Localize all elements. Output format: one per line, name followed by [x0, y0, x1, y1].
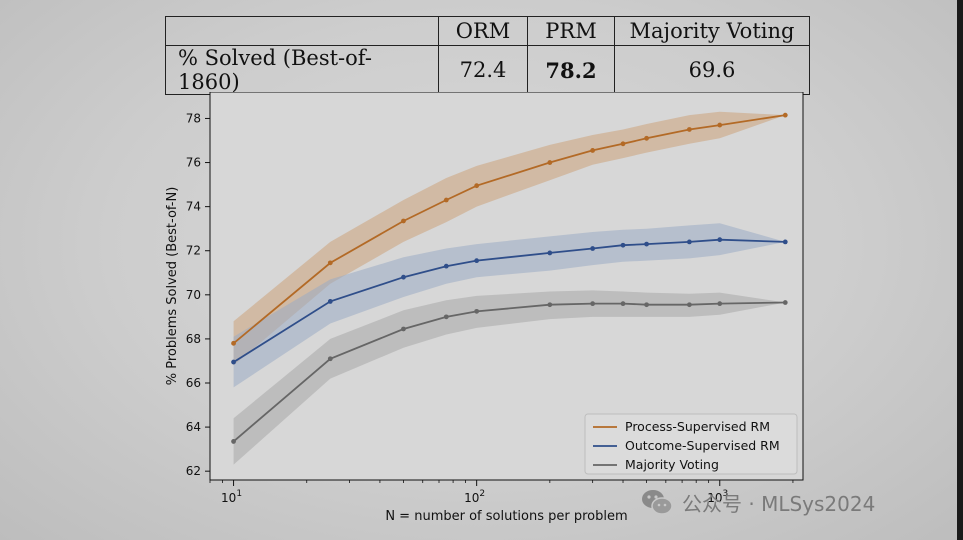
summary-table: ORM PRM Majority Voting % Solved (Best-o…	[165, 16, 810, 95]
confidence-band-0	[233, 111, 786, 366]
data-point-1-10	[717, 237, 723, 243]
data-point-2-8	[644, 302, 649, 308]
series-line-0	[233, 114, 786, 344]
y-tick-label-5: 72	[186, 244, 201, 258]
data-point-1-0	[231, 359, 236, 365]
series-line-2	[233, 301, 786, 443]
data-point-1-11	[782, 239, 788, 245]
data-point-2-5	[547, 302, 553, 308]
data-point-1-3	[443, 263, 449, 269]
data-point-1-6	[590, 246, 596, 251]
data-point-1-2	[401, 274, 406, 280]
summary-header-row: ORM PRM Majority Voting	[165, 16, 810, 46]
best-of-n-chart: 62 64 66 68 70 72 74 76 78 101 102 103 N = number of…	[160, 91, 810, 532]
summary-header-majority: Majority Voting	[614, 16, 810, 46]
summary-value-majority: 69.6	[614, 45, 810, 95]
x-tick-label-2: 103	[707, 489, 728, 505]
data-point-2-7	[620, 301, 626, 307]
legend-box	[584, 413, 798, 475]
summary-value-orm: 72.4	[438, 45, 528, 95]
summary-header-orm: ORM	[438, 16, 528, 46]
x-axis-label: N = number of solutions per problem	[385, 509, 627, 524]
x-tick-label-0: 101	[221, 489, 242, 505]
y-tick-label-4: 70	[186, 288, 201, 302]
plot-frame	[209, 91, 804, 481]
data-point-1-9	[686, 239, 692, 245]
data-point-1-1	[327, 299, 333, 304]
summary-header-prm: PRM	[527, 16, 615, 46]
data-point-0-1	[327, 260, 333, 266]
y-tick-label-0: 62	[186, 464, 201, 478]
watermark: 公众号 · MLSys2024	[640, 484, 875, 520]
watermark-text: 公众号 · MLSys2024	[682, 491, 876, 516]
summary-value-prm: 78.2	[527, 45, 615, 95]
data-point-2-9	[686, 302, 692, 308]
data-point-2-0	[231, 439, 236, 444]
data-point-2-6	[590, 301, 596, 307]
data-point-0-9	[686, 127, 692, 132]
y-tick-label-6: 74	[186, 200, 201, 214]
data-point-0-5	[547, 160, 553, 165]
data-point-0-4	[474, 183, 480, 189]
data-point-0-2	[401, 218, 406, 224]
summary-header-empty	[165, 16, 439, 46]
data-point-0-0	[231, 340, 236, 346]
data-point-1-4	[474, 258, 480, 264]
data-point-0-3	[443, 197, 449, 203]
series-line-1	[233, 238, 786, 363]
window-edge	[957, 0, 963, 540]
legend-label-2: Majority Voting	[625, 457, 719, 472]
data-point-2-10	[717, 301, 723, 307]
data-point-0-7	[620, 141, 626, 147]
data-point-0-6	[590, 148, 596, 153]
data-point-2-1	[327, 356, 333, 362]
data-point-2-3	[443, 314, 449, 320]
data-point-0-11	[782, 112, 788, 118]
chart-svg: 62 64 66 68 70 72 74 76 78 101 102 103 N = number of…	[165, 91, 804, 524]
data-point-1-5	[547, 250, 553, 256]
data-point-0-10	[717, 122, 723, 128]
legend-label-0: Process-Supervised RM	[625, 419, 770, 434]
y-tick-label-7: 76	[186, 156, 201, 170]
summary-row-label: % Solved (Best-of-1860)	[165, 45, 439, 95]
y-tick-label-3: 68	[186, 332, 201, 346]
y-tick-label-8: 78	[186, 111, 201, 125]
legend-label-1: Outcome-Supervised RM	[625, 438, 780, 453]
summary-value-row: % Solved (Best-of-1860) 72.4 78.2 69.6	[165, 45, 810, 95]
y-axis-label: % Problems Solved (Best-of-N)	[165, 187, 180, 386]
data-point-2-4	[474, 308, 480, 314]
data-point-0-8	[644, 135, 649, 141]
y-tick-label-2: 66	[186, 376, 201, 390]
data-point-1-8	[644, 241, 649, 247]
confidence-band-2	[233, 290, 786, 465]
y-tick-label-1: 64	[186, 420, 201, 434]
data-point-1-7	[620, 242, 626, 248]
data-point-2-11	[782, 300, 788, 305]
wechat-icon	[642, 490, 673, 515]
data-point-2-2	[401, 326, 406, 332]
x-tick-label-1: 102	[464, 489, 485, 505]
